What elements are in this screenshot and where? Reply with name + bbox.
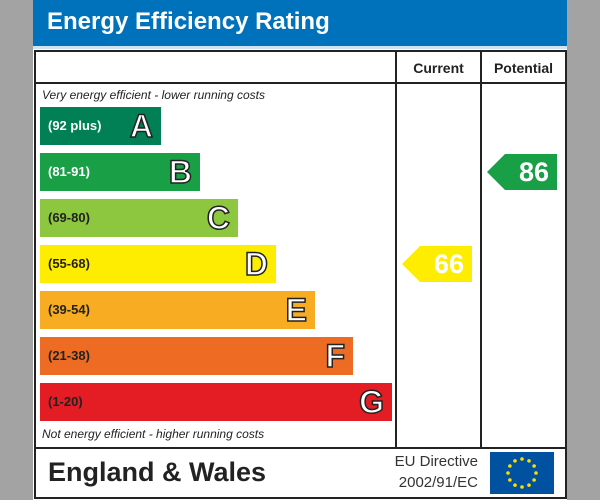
current-rating-arrow-value: 66 bbox=[433, 249, 464, 279]
star-icon bbox=[508, 464, 512, 468]
top-note: Very energy efficient - lower running co… bbox=[42, 88, 265, 102]
band-range: (1-20) bbox=[48, 394, 83, 409]
title: Energy Efficiency Rating bbox=[47, 8, 330, 35]
directive-line2: 2002/91/EC bbox=[398, 474, 478, 491]
band-d: (55-68) D bbox=[40, 245, 276, 283]
current-header: Current bbox=[413, 60, 464, 76]
rating-table: Current Potential Very energy efficient … bbox=[34, 50, 567, 499]
star-icon bbox=[520, 485, 524, 489]
star-icon bbox=[508, 478, 512, 482]
band-c: (69-80) C bbox=[40, 199, 238, 237]
star-icon bbox=[520, 457, 524, 461]
band-letter: C bbox=[206, 199, 231, 237]
band-range: (92 plus) bbox=[48, 118, 102, 133]
star-icon bbox=[513, 483, 517, 487]
band-g: (1-20) G bbox=[40, 383, 392, 421]
star-icon bbox=[506, 471, 510, 475]
current-rating-arrow: 66 bbox=[402, 246, 472, 282]
divider bbox=[36, 82, 565, 84]
band-e: (39-54) E bbox=[40, 291, 315, 329]
directive-line1: EU Directive bbox=[394, 453, 478, 470]
band-range: (81-91) bbox=[48, 164, 90, 179]
star-icon bbox=[532, 464, 536, 468]
footer: England & Wales EU Directive 2002/91/EC bbox=[36, 449, 565, 497]
star-icon bbox=[527, 483, 531, 487]
eu-flag-icon bbox=[490, 452, 554, 494]
band-letter: D bbox=[244, 245, 269, 283]
band-b: (81-91) B bbox=[40, 153, 200, 191]
potential-rating-arrow-value: 86 bbox=[518, 157, 549, 187]
title-bar: Energy Efficiency Rating bbox=[33, 0, 567, 49]
band-range: (21-38) bbox=[48, 348, 90, 363]
divider bbox=[395, 52, 397, 449]
band-f: (21-38) F bbox=[40, 337, 353, 375]
potential-rating-arrow: 86 bbox=[487, 154, 557, 190]
directive-label: EU Directive 2002/91/EC bbox=[376, 453, 478, 491]
band-range: (69-80) bbox=[48, 210, 90, 225]
region-label: England & Wales bbox=[48, 457, 267, 487]
band-letter: E bbox=[285, 291, 308, 329]
epc-panel: Energy Efficiency Rating Current Potenti… bbox=[33, 0, 567, 500]
band-letter: F bbox=[325, 337, 346, 375]
band-letter: A bbox=[129, 107, 154, 145]
band-a: (92 plus) A bbox=[40, 107, 161, 145]
bottom-note: Not energy efficient - higher running co… bbox=[42, 427, 265, 441]
band-letter: B bbox=[168, 153, 193, 191]
star-icon bbox=[513, 459, 517, 463]
band-range: (39-54) bbox=[48, 302, 90, 317]
divider bbox=[480, 52, 482, 449]
band-letter: G bbox=[358, 383, 384, 421]
star-icon bbox=[532, 478, 536, 482]
star-icon bbox=[534, 471, 538, 475]
star-icon bbox=[527, 459, 531, 463]
potential-header: Potential bbox=[493, 60, 554, 76]
divider bbox=[36, 447, 565, 449]
band-range: (55-68) bbox=[48, 256, 90, 271]
